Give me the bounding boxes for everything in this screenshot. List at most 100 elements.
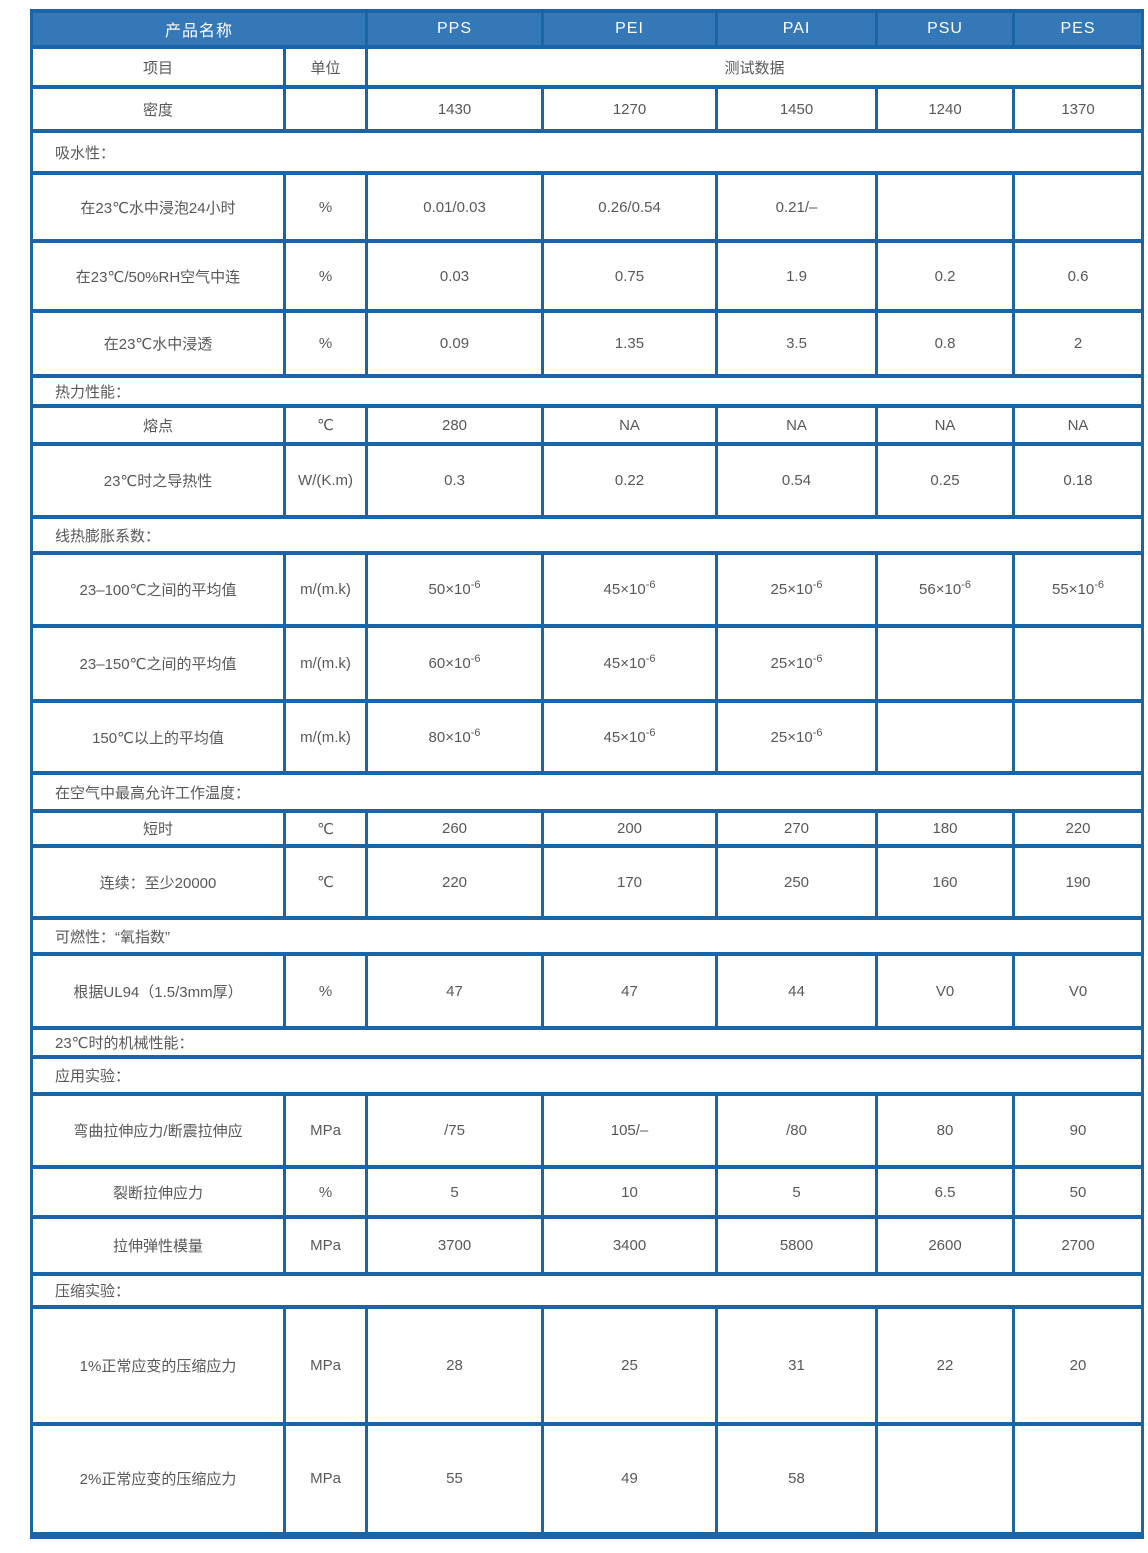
row-label-cell: 在23℃水中浸透 [30, 309, 286, 378]
unit-cell: MPa [282, 1422, 369, 1537]
value-cell-pai: 58 [715, 1422, 879, 1537]
value-cell-pei: 0.75 [541, 239, 719, 313]
value-cell-pes: 220 [1012, 809, 1145, 848]
table-row: 150℃以上的平均值 m/(m.k) 80×10-6 45×10-6 25×10-6 [30, 699, 1145, 775]
value-cell-psu: 0.25 [875, 442, 1016, 519]
value-cell-pai: NA [715, 404, 879, 446]
value-cell-pai: /80 [715, 1092, 879, 1169]
value-cell-pps: /75 [365, 1092, 545, 1169]
section-row: 热力性能： [29, 374, 1145, 408]
section-row: 吸水性： [29, 129, 1145, 175]
value-cell-pei: 45×10-6 [541, 551, 719, 628]
value-cell-psu: 0.2 [875, 239, 1016, 313]
value-cell-pai: 25×10-6 [715, 624, 879, 703]
section-row: 应用实验： [29, 1055, 1145, 1096]
unit-cell: m/(m.k) [282, 551, 369, 628]
value-cell-pps: 0.09 [365, 309, 545, 378]
value-cell-pps: 3700 [365, 1215, 545, 1276]
product-col-pps: PPS [365, 9, 545, 49]
value-cell-pes: 190 [1012, 844, 1145, 920]
table-row: 在23℃/50%RH空气中连% 0.03 0.75 1.9 0.2 0.6 [30, 239, 1145, 313]
table-row: 连续：至少20000 ℃ 220 170 250 160 190 [30, 844, 1145, 920]
section-label: 吸水性： [29, 129, 1145, 175]
value-cell-pai: 44 [715, 952, 879, 1030]
value-cell-pei: 1270 [541, 85, 719, 133]
section-label: 压缩实验： [29, 1272, 1145, 1309]
value-cell-pes [1012, 1422, 1145, 1537]
table-row: 23–100℃之间的平均值 m/(m.k) 50×10-6 45×10-6 25×10-… [30, 551, 1145, 628]
value-cell-pes: NA [1012, 404, 1145, 446]
value-cell-psu: 56×10-6 [875, 551, 1016, 628]
section-label: 在空气中最高允许工作温度： [29, 771, 1145, 813]
value-cell-psu: NA [875, 404, 1016, 446]
row-label-cell: 拉伸弹性模量 [30, 1215, 286, 1276]
table-row: 23–150℃之间的平均值 m/(m.k) 60×10-6 45×10-6 25×10-… [30, 624, 1145, 703]
value-cell-psu: V0 [875, 952, 1016, 1030]
value-cell-psu [875, 1422, 1016, 1537]
value-cell-pes [1012, 699, 1145, 775]
section-row: 在空气中最高允许工作温度： [29, 771, 1145, 813]
row-label-cell: 熔点 [30, 404, 286, 446]
value-cell-pei: 10 [541, 1165, 719, 1219]
value-cell-pps: 220 [365, 844, 545, 920]
unit-cell: % [282, 171, 369, 243]
table-row: 裂断拉伸应力% 5 10 5 6.5 50 [30, 1165, 1145, 1219]
value-cell-pps: 0.01/0.03 [365, 171, 545, 243]
value-cell-psu: 180 [875, 809, 1016, 848]
value-cell-pai: 25×10-6 [715, 699, 879, 775]
value-cell-psu: 2600 [875, 1215, 1016, 1276]
section-label: 线热膨胀系数： [29, 515, 1145, 555]
value-cell-psu: 6.5 [875, 1165, 1016, 1219]
value-cell-psu: 160 [875, 844, 1016, 920]
value-cell-pei: 49 [541, 1422, 719, 1537]
table-row: 23℃时之导热性 W/(K.m) 0.3 0.22 0.54 0.25 0.18 [30, 442, 1145, 519]
section-row: 线热膨胀系数： [29, 515, 1145, 555]
value-cell-pei: NA [541, 404, 719, 446]
section-label: 23℃时的机械性能： [29, 1026, 1145, 1059]
value-cell-psu [875, 624, 1016, 703]
value-cell-pps: 50×10-6 [365, 551, 545, 628]
unit-cell: % [282, 1165, 369, 1219]
table-row: 在23℃水中浸透% 0.09 1.35 3.5 0.8 2 [30, 309, 1145, 378]
value-cell-pai: 5800 [715, 1215, 879, 1276]
value-cell-pai: 250 [715, 844, 879, 920]
table-row: 短时 ℃ 260 200 270 180 220 [30, 809, 1145, 848]
unit-cell: ℃ [282, 844, 369, 920]
value-cell-pes: 0.6 [1012, 239, 1145, 313]
value-cell-pps: 0.03 [365, 239, 545, 313]
value-cell-pps: 80×10-6 [365, 699, 545, 775]
row-label-cell: 密度 [30, 85, 286, 133]
unit-cell: MPa [282, 1305, 369, 1426]
value-cell-psu: 22 [875, 1305, 1016, 1426]
value-cell-pps: 5 [365, 1165, 545, 1219]
value-cell-pai: 1.9 [715, 239, 879, 313]
value-cell-psu [875, 699, 1016, 775]
product-col-psu: PSU [875, 9, 1016, 49]
value-cell-pes: 1370 [1012, 85, 1145, 133]
section-label: 热力性能： [29, 374, 1145, 408]
row-label-cell: 在23℃水中浸泡24小时 [30, 171, 286, 243]
value-cell-pai: 270 [715, 809, 879, 848]
value-cell-pes: V0 [1012, 952, 1145, 1030]
table-row: 根据UL94（1.5/3mm厚）% 47 47 44 V0 V0 [30, 952, 1145, 1030]
value-cell-pai: 1450 [715, 85, 879, 133]
row-label-cell: 根据UL94（1.5/3mm厚） [30, 952, 286, 1030]
value-cell-pei: 0.22 [541, 442, 719, 519]
row-label-cell: 23℃时之导热性 [30, 442, 286, 519]
value-cell-pes: 0.18 [1012, 442, 1145, 519]
value-cell-pei: 45×10-6 [541, 699, 719, 775]
value-cell-pei: 25 [541, 1305, 719, 1426]
product-col-pes: PES [1012, 9, 1145, 49]
row-label-cell: 连续：至少20000 [30, 844, 286, 920]
value-cell-psu: 80 [875, 1092, 1016, 1169]
unit-cell: % [282, 309, 369, 378]
row-label-cell: 裂断拉伸应力 [30, 1165, 286, 1219]
table-row: 熔点 ℃ 280 NA NA NA NA [30, 404, 1145, 446]
unit-cell: ℃ [282, 404, 369, 446]
value-cell-pei: 3400 [541, 1215, 719, 1276]
value-cell-pps: 47 [365, 952, 545, 1030]
value-cell-psu [875, 171, 1016, 243]
unit-cell: W/(K.m) [282, 442, 369, 519]
value-cell-psu: 1240 [875, 85, 1016, 133]
